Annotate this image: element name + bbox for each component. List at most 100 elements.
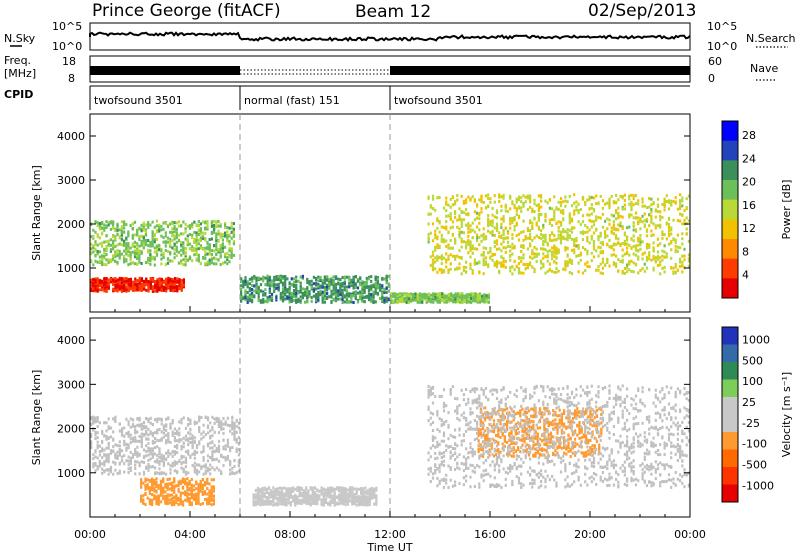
power-cell bbox=[153, 250, 156, 254]
power-cell bbox=[568, 260, 571, 264]
power-cell bbox=[120, 233, 123, 237]
power-cell bbox=[537, 217, 540, 221]
power-cell bbox=[112, 221, 115, 225]
velocity-cell bbox=[191, 464, 194, 467]
power-cell bbox=[438, 297, 442, 301]
power-cell bbox=[138, 244, 141, 248]
velocity-cell bbox=[98, 444, 101, 448]
power-cell bbox=[210, 261, 213, 265]
power-cell bbox=[101, 226, 104, 230]
power-cell bbox=[581, 197, 585, 201]
power-cell bbox=[120, 289, 124, 293]
power-cell bbox=[330, 279, 333, 283]
power-cell bbox=[436, 196, 439, 200]
power-cell bbox=[132, 280, 135, 284]
power-cell bbox=[221, 246, 224, 249]
power-cell bbox=[592, 209, 596, 213]
power-cell bbox=[414, 292, 417, 296]
velocity-cell bbox=[199, 487, 202, 491]
power-cell bbox=[483, 295, 486, 299]
velocity-cell bbox=[156, 460, 159, 464]
power-cell bbox=[548, 218, 551, 222]
velocity-cell bbox=[127, 430, 130, 434]
power-cell bbox=[147, 223, 150, 227]
power-cell bbox=[145, 277, 148, 281]
power-cell bbox=[637, 220, 640, 224]
velocity-cell bbox=[140, 445, 143, 449]
power-cell bbox=[513, 204, 516, 207]
power-cell bbox=[228, 233, 231, 237]
power-cell bbox=[125, 243, 128, 247]
power-cell bbox=[535, 234, 538, 238]
power-cell bbox=[98, 227, 101, 231]
power-cell bbox=[226, 258, 229, 262]
power-cell bbox=[447, 299, 450, 303]
velocity-cell bbox=[107, 425, 110, 429]
power-cell bbox=[484, 262, 488, 266]
power-cell bbox=[445, 220, 448, 224]
velocity-cell bbox=[186, 477, 189, 481]
power-cell bbox=[484, 246, 488, 250]
velocity-cell bbox=[159, 482, 163, 486]
power-cell bbox=[112, 235, 115, 239]
power-cell bbox=[652, 246, 655, 250]
velocity-cell bbox=[109, 435, 113, 439]
power-cell bbox=[529, 255, 532, 259]
velocity-cell bbox=[202, 435, 205, 439]
power-cell bbox=[191, 236, 194, 239]
power-cell bbox=[472, 293, 475, 297]
power-cell bbox=[502, 219, 505, 223]
velocity-cell bbox=[213, 458, 216, 462]
velocity-cell bbox=[158, 455, 161, 459]
power-cell bbox=[544, 219, 547, 223]
power-cell bbox=[429, 205, 432, 209]
velocity-cell bbox=[191, 440, 194, 444]
power-cell bbox=[454, 267, 457, 271]
power-cell bbox=[590, 219, 593, 223]
velocity-cell bbox=[148, 502, 151, 506]
power-cell bbox=[529, 244, 532, 247]
velocity-cell bbox=[140, 435, 143, 439]
velocity-cell bbox=[157, 494, 160, 498]
power-cell bbox=[498, 261, 501, 265]
power-cell bbox=[608, 222, 611, 226]
power-cell bbox=[639, 240, 642, 244]
power-cell bbox=[116, 233, 119, 237]
power-cell bbox=[480, 196, 483, 200]
power-cell bbox=[197, 223, 200, 227]
power-cell bbox=[540, 232, 543, 236]
power-cell bbox=[513, 218, 516, 222]
power-cell bbox=[103, 277, 106, 281]
power-cell bbox=[365, 280, 368, 284]
power-cell bbox=[489, 231, 492, 235]
velocity-cell bbox=[92, 457, 95, 461]
velocity-cell bbox=[94, 437, 97, 441]
power-cell bbox=[193, 230, 196, 234]
power-cell bbox=[230, 247, 233, 251]
power-cell bbox=[92, 282, 95, 285]
power-cell bbox=[656, 254, 660, 258]
power-cell bbox=[92, 263, 95, 267]
velocity-cell bbox=[235, 430, 238, 434]
power-cell bbox=[169, 243, 172, 247]
power-cell bbox=[491, 230, 494, 233]
velocity-cell bbox=[129, 466, 132, 470]
power-cell bbox=[147, 244, 150, 248]
power-cell bbox=[502, 217, 505, 221]
power-cell bbox=[445, 239, 448, 243]
power-cell bbox=[246, 291, 249, 294]
power-cell bbox=[612, 248, 615, 252]
velocity-cell bbox=[154, 418, 157, 422]
velocity-cell bbox=[96, 416, 99, 420]
power-cell bbox=[500, 249, 503, 253]
velocity-cell bbox=[173, 478, 176, 482]
power-cell bbox=[628, 260, 631, 264]
velocity-cell bbox=[98, 453, 101, 457]
velocity-cell bbox=[197, 499, 200, 503]
power-cell bbox=[315, 287, 318, 291]
power-cell bbox=[142, 225, 145, 229]
velocity-cell bbox=[224, 447, 227, 451]
velocity-cell bbox=[186, 495, 189, 499]
velocity-cell bbox=[162, 454, 165, 458]
power-cell bbox=[522, 202, 525, 206]
